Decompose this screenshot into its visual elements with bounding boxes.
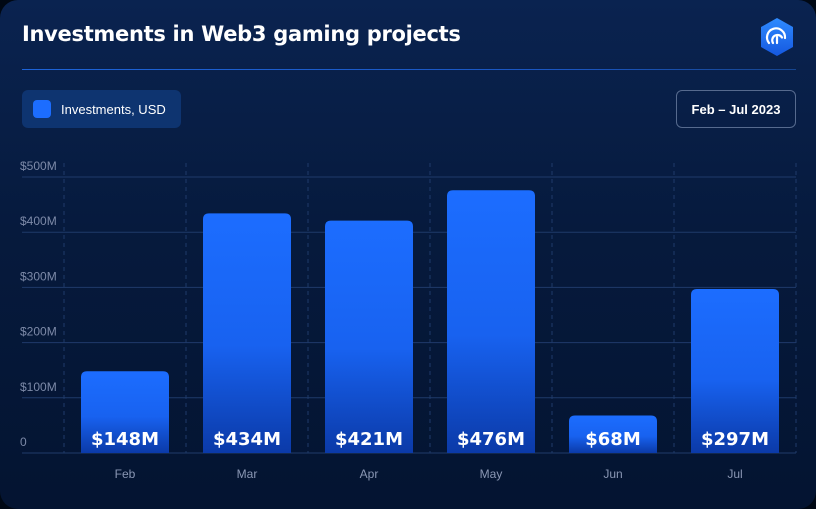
data-label: $434M [213,429,281,450]
header-divider [22,69,796,70]
x-tick-label: Feb [115,467,136,481]
fingerprint-hexagon-icon [761,18,793,56]
data-label: $68M [585,429,641,450]
bar-jul [691,289,779,453]
bar-jun [569,415,657,453]
x-tick-label: Jul [727,467,742,481]
y-tick-label: 0 [20,435,27,449]
y-tick-label: $400M [20,214,57,228]
x-tick-label: Mar [237,467,258,481]
legend-swatch [33,100,51,118]
legend: Investments, USD [22,90,181,128]
date-range-badge: Feb – Jul 2023 [676,90,796,128]
data-label: $297M [701,429,769,450]
y-tick-label: $500M [20,159,57,173]
chart-title: Investments in Web3 gaming projects [22,22,461,46]
data-label: $421M [335,429,403,450]
data-label: $148M [91,429,159,450]
x-tick-label: Jun [603,467,622,481]
legend-label: Investments, USD [61,101,166,117]
y-tick-label: $300M [20,269,57,283]
x-tick-label: Apr [360,467,379,481]
x-tick-label: May [480,467,503,481]
bar-may [447,190,535,454]
bar-apr [325,220,413,453]
bar-mar [203,213,291,453]
data-label: $476M [457,429,525,450]
y-tick-label: $100M [20,380,57,394]
bar-feb [81,371,169,453]
y-tick-label: $200M [20,325,57,339]
